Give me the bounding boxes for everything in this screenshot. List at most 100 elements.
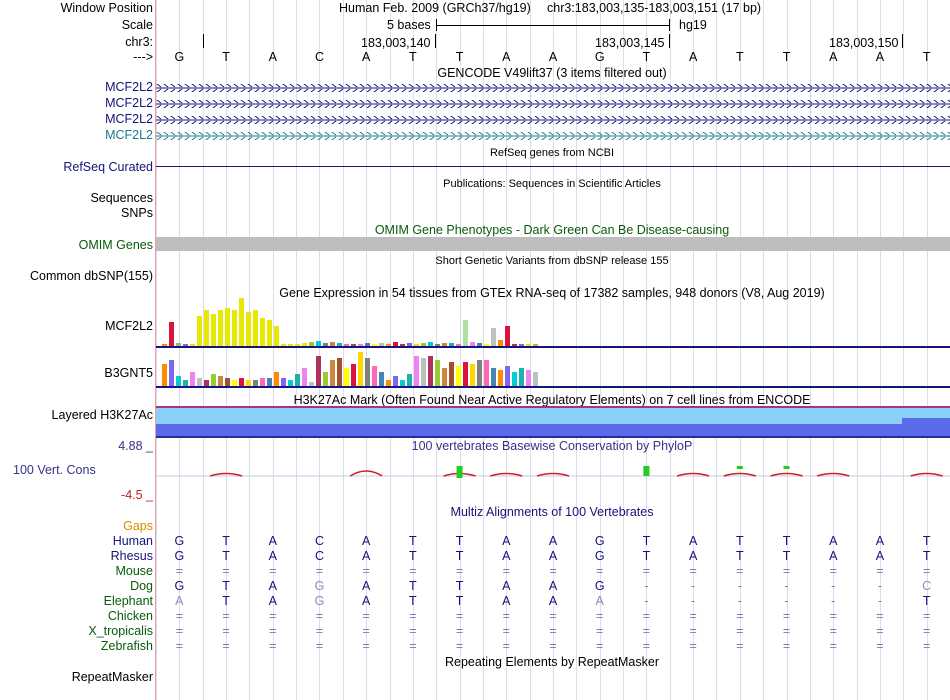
gtex-tissue-bar[interactable] [169, 322, 174, 346]
omim-label[interactable]: OMIM Genes [78, 238, 153, 252]
gtex-tissue-bar[interactable] [204, 380, 209, 386]
species-label[interactable]: Chicken [107, 609, 153, 623]
gencode-gene-label[interactable]: MCF2L2 [105, 128, 153, 142]
gtex-tissue-bar[interactable] [267, 378, 272, 386]
gtex-tissue-bar[interactable] [358, 352, 363, 386]
phylop-score-bar[interactable] [456, 466, 463, 478]
gtex-tissue-bar[interactable] [162, 344, 167, 346]
gtex-tissue-bar[interactable] [442, 343, 447, 346]
phylop-score-mark[interactable] [349, 470, 383, 477]
gtex-tissue-bar[interactable] [239, 378, 244, 386]
gtex-tissue-bar[interactable] [218, 310, 223, 346]
gtex-tissue-bar[interactable] [225, 308, 230, 346]
gtex-tissue-bar[interactable] [491, 328, 496, 346]
gtex-tissue-bar[interactable] [211, 314, 216, 346]
gtex-tissue-bar[interactable] [498, 370, 503, 386]
gtex-tissue-bar[interactable] [484, 344, 489, 346]
gtex-tissue-bar[interactable] [316, 356, 321, 386]
gtex-tissue-bar[interactable] [344, 344, 349, 346]
gtex-tissue-bar[interactable] [407, 343, 412, 346]
gtex-tissue-bar[interactable] [281, 378, 286, 386]
gtex-tissue-bar[interactable] [225, 378, 230, 386]
gtex-tissue-bar[interactable] [365, 343, 370, 346]
gtex-tissue-bar[interactable] [393, 342, 398, 346]
gtex-tissue-bar[interactable] [162, 364, 167, 386]
gtex-tissue-bar[interactable] [309, 382, 314, 386]
gtex-tissue-bar[interactable] [253, 380, 258, 386]
species-label[interactable]: Elephant [103, 594, 153, 608]
species-label[interactable]: Zebrafish [100, 639, 153, 653]
gtex-tissue-bar[interactable] [176, 376, 181, 386]
gtex-tissue-bar[interactable] [372, 366, 377, 386]
gtex-tissue-bar[interactable] [526, 344, 531, 346]
gencode-gene-label[interactable]: MCF2L2 [105, 112, 153, 126]
gtex-tissue-bar[interactable] [190, 344, 195, 346]
gtex-tissue-bar[interactable] [421, 358, 426, 386]
gtex-tissue-bar[interactable] [463, 320, 468, 346]
gtex-tissue-bar[interactable] [351, 364, 356, 386]
gtex-tissue-bar[interactable] [183, 380, 188, 386]
gtex-tissue-bar[interactable] [323, 343, 328, 346]
gtex-tissue-bar[interactable] [533, 372, 538, 386]
gtex-tissue-bar[interactable] [463, 362, 468, 386]
h3k27ac-signal[interactable] [156, 406, 950, 438]
gtex-tissue-bar[interactable] [330, 360, 335, 386]
transcript-row[interactable] [156, 116, 950, 124]
transcript-row[interactable] [156, 84, 950, 92]
gtex-tissue-bar[interactable] [491, 368, 496, 386]
gtex-tissue-bar[interactable] [232, 310, 237, 346]
gtex-tissue-bar[interactable] [337, 358, 342, 386]
gtex-tissue-bar[interactable] [400, 380, 405, 386]
species-label[interactable]: Rhesus [110, 549, 153, 563]
h3k27ac-label[interactable]: Layered H3K27Ac [51, 408, 153, 422]
gtex-tissue-bar[interactable] [295, 344, 300, 346]
gtex-tissue-bar[interactable] [428, 356, 433, 386]
gtex-gene-label[interactable]: B3GNT5 [104, 366, 153, 380]
phylop-score-bar[interactable] [783, 466, 790, 469]
gtex-tissue-bar[interactable] [505, 366, 510, 386]
phylop-score-mark[interactable] [490, 472, 523, 477]
gtex-tissue-bar[interactable] [288, 380, 293, 386]
gtex-tissue-bar[interactable] [386, 344, 391, 346]
gtex-tissue-bar[interactable] [302, 368, 307, 386]
gtex-tissue-bar[interactable] [190, 372, 195, 386]
gtex-tissue-bar[interactable] [281, 344, 286, 346]
gtex-tissue-bar[interactable] [330, 342, 335, 346]
gtex-tissue-bar[interactable] [344, 368, 349, 386]
gtex-tissue-bar[interactable] [414, 356, 419, 386]
gtex-tissue-bar[interactable] [197, 378, 202, 386]
publications-label-sequences[interactable]: Sequences [90, 191, 153, 205]
species-label[interactable]: Dog [130, 579, 153, 593]
phylop-score-mark[interactable] [817, 472, 850, 477]
phylop-score-mark[interactable] [536, 472, 570, 477]
gtex-tissue-bar[interactable] [260, 318, 265, 346]
transcript-row[interactable] [156, 132, 950, 140]
phylop-score-mark[interactable] [723, 472, 757, 477]
gtex-tissue-bar[interactable] [414, 344, 419, 346]
gtex-tissue-bar[interactable] [519, 368, 524, 386]
gtex-tissue-bar[interactable] [456, 344, 461, 346]
gtex-tissue-bar[interactable] [379, 372, 384, 386]
gtex-tissue-bar[interactable] [400, 344, 405, 346]
gtex-tissue-bar[interactable] [442, 368, 447, 386]
gtex-tissue-bar[interactable] [204, 310, 209, 346]
refseq-gene-line[interactable] [156, 166, 950, 167]
gtex-tissue-bar[interactable] [372, 344, 377, 346]
gtex-tissue-bar[interactable] [435, 360, 440, 386]
phylop-score-bar[interactable] [736, 466, 743, 469]
transcript-row[interactable] [156, 100, 950, 108]
gtex-tissue-bar[interactable] [470, 342, 475, 346]
gtex-tissue-bar[interactable] [288, 344, 293, 346]
gtex-tissue-bar[interactable] [176, 343, 181, 346]
phylop-score-mark[interactable] [770, 472, 803, 477]
gtex-tissue-bar[interactable] [239, 298, 244, 346]
gencode-transcripts[interactable] [156, 80, 950, 142]
refseq-label[interactable]: RefSeq Curated [63, 160, 153, 174]
gtex-tissue-bar[interactable] [323, 372, 328, 386]
gtex-expression-b3gnt5[interactable] [156, 350, 950, 390]
gtex-tissue-bar[interactable] [365, 358, 370, 386]
gtex-tissue-bar[interactable] [435, 344, 440, 346]
gtex-tissue-bar[interactable] [512, 344, 517, 346]
gtex-tissue-bar[interactable] [351, 344, 356, 346]
